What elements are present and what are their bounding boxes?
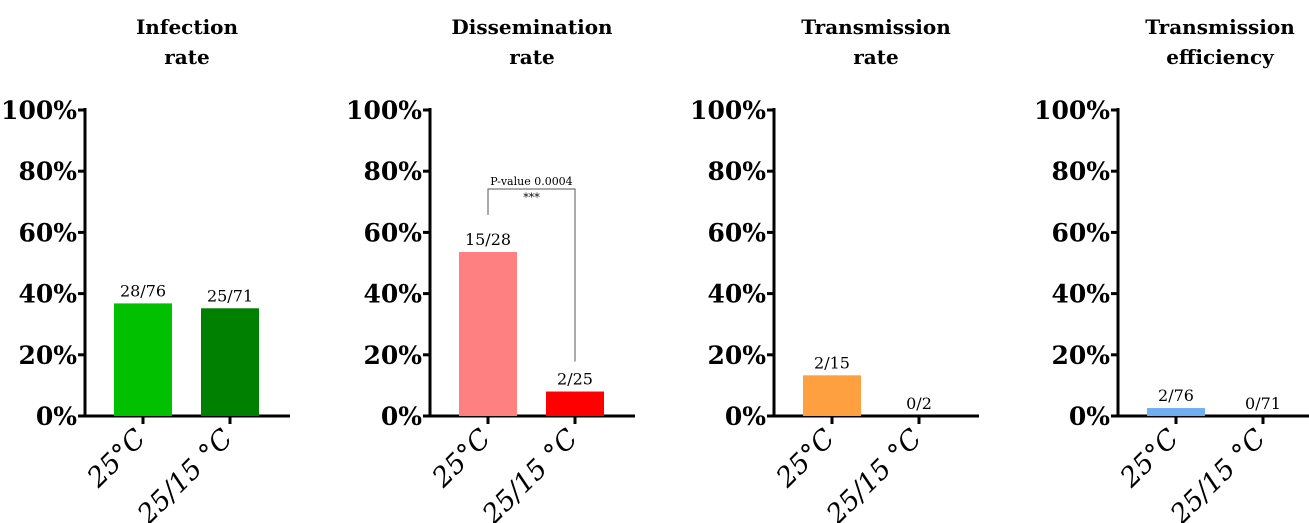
data-label: 25/71 (207, 286, 253, 305)
data-label: 0/71 (1245, 394, 1281, 413)
chart-title-line-2: rate (853, 45, 898, 69)
y-tick-label: 80% (707, 157, 766, 186)
y-tick-label: 100% (346, 96, 422, 125)
y-tick-label: 40% (1051, 280, 1110, 309)
bar (803, 375, 861, 416)
bar (114, 303, 172, 416)
data-label: 2/25 (557, 370, 593, 389)
y-tick-label: 100% (1034, 96, 1110, 125)
y-tick-label: 60% (18, 218, 77, 247)
p-value-label: P-value 0.0004 (490, 175, 572, 188)
category-label: 25/15 °C (820, 423, 928, 523)
chart-title-line-1: Infection (136, 15, 239, 39)
data-label: 2/15 (814, 353, 850, 372)
y-tick-label: 80% (363, 157, 422, 186)
y-tick-label: 100% (1, 96, 77, 125)
significance-stars: *** (523, 191, 540, 204)
y-tick-label: 80% (1051, 157, 1110, 186)
category-label: 25/15 °C (476, 423, 584, 523)
bar (1147, 408, 1205, 416)
data-label: 15/28 (465, 230, 511, 249)
data-label: 0/2 (906, 394, 932, 413)
chart-title-line-1: Transmission (1145, 15, 1295, 39)
y-tick-label: 40% (363, 280, 422, 309)
y-tick-label: 100% (690, 96, 766, 125)
y-tick-label: 20% (363, 341, 422, 370)
category-label: 25°C (426, 423, 497, 494)
category-label: 25°C (1114, 423, 1185, 494)
chart-panel-1: Infection rate 0% 20% 40% 60% 80% 100% 28/76 25°C… (1, 15, 290, 523)
chart-title-line-1: Transmission (801, 15, 951, 39)
y-tick-label: 40% (18, 280, 77, 309)
chart-panel-4: Transmission efficiency 0% 20% 40% 60% 80% 100%… (1034, 15, 1309, 523)
bar (546, 391, 604, 416)
data-label: 28/76 (120, 281, 166, 300)
y-tick-label: 0% (36, 402, 77, 431)
significance-bracket (487, 188, 576, 362)
chart-panel-2: Dissemination rate 0% 20% 40% 60% 80% 100% 15/28… (346, 15, 635, 523)
data-label: 2/76 (1158, 386, 1194, 405)
y-tick-label: 20% (1051, 341, 1110, 370)
y-tick-label: 0% (1069, 402, 1110, 431)
y-tick-label: 60% (363, 218, 422, 247)
y-tick-label: 60% (707, 218, 766, 247)
y-tick-label: 20% (18, 341, 77, 370)
bar (459, 251, 517, 416)
y-tick-label: 0% (725, 402, 766, 431)
category-label: 25/15 °C (131, 423, 239, 523)
y-tick-label: 60% (1051, 218, 1110, 247)
y-tick-label: 80% (18, 157, 77, 186)
bar (201, 308, 259, 416)
y-tick-label: 20% (707, 341, 766, 370)
category-label: 25°C (770, 423, 841, 494)
chart-title-line-2: rate (164, 45, 209, 69)
category-label: 25°C (81, 423, 152, 494)
chart-panel-3: Transmission rate 0% 20% 40% 60% 80% 100% 2/15 25… (690, 15, 979, 523)
y-tick-label: 0% (381, 402, 422, 431)
chart-title-line-2: efficiency (1166, 45, 1275, 69)
chart-title-line-2: rate (509, 45, 554, 69)
category-label: 25/15 °C (1164, 423, 1272, 523)
chart-title-line-1: Dissemination (451, 15, 613, 39)
y-tick-label: 40% (707, 280, 766, 309)
